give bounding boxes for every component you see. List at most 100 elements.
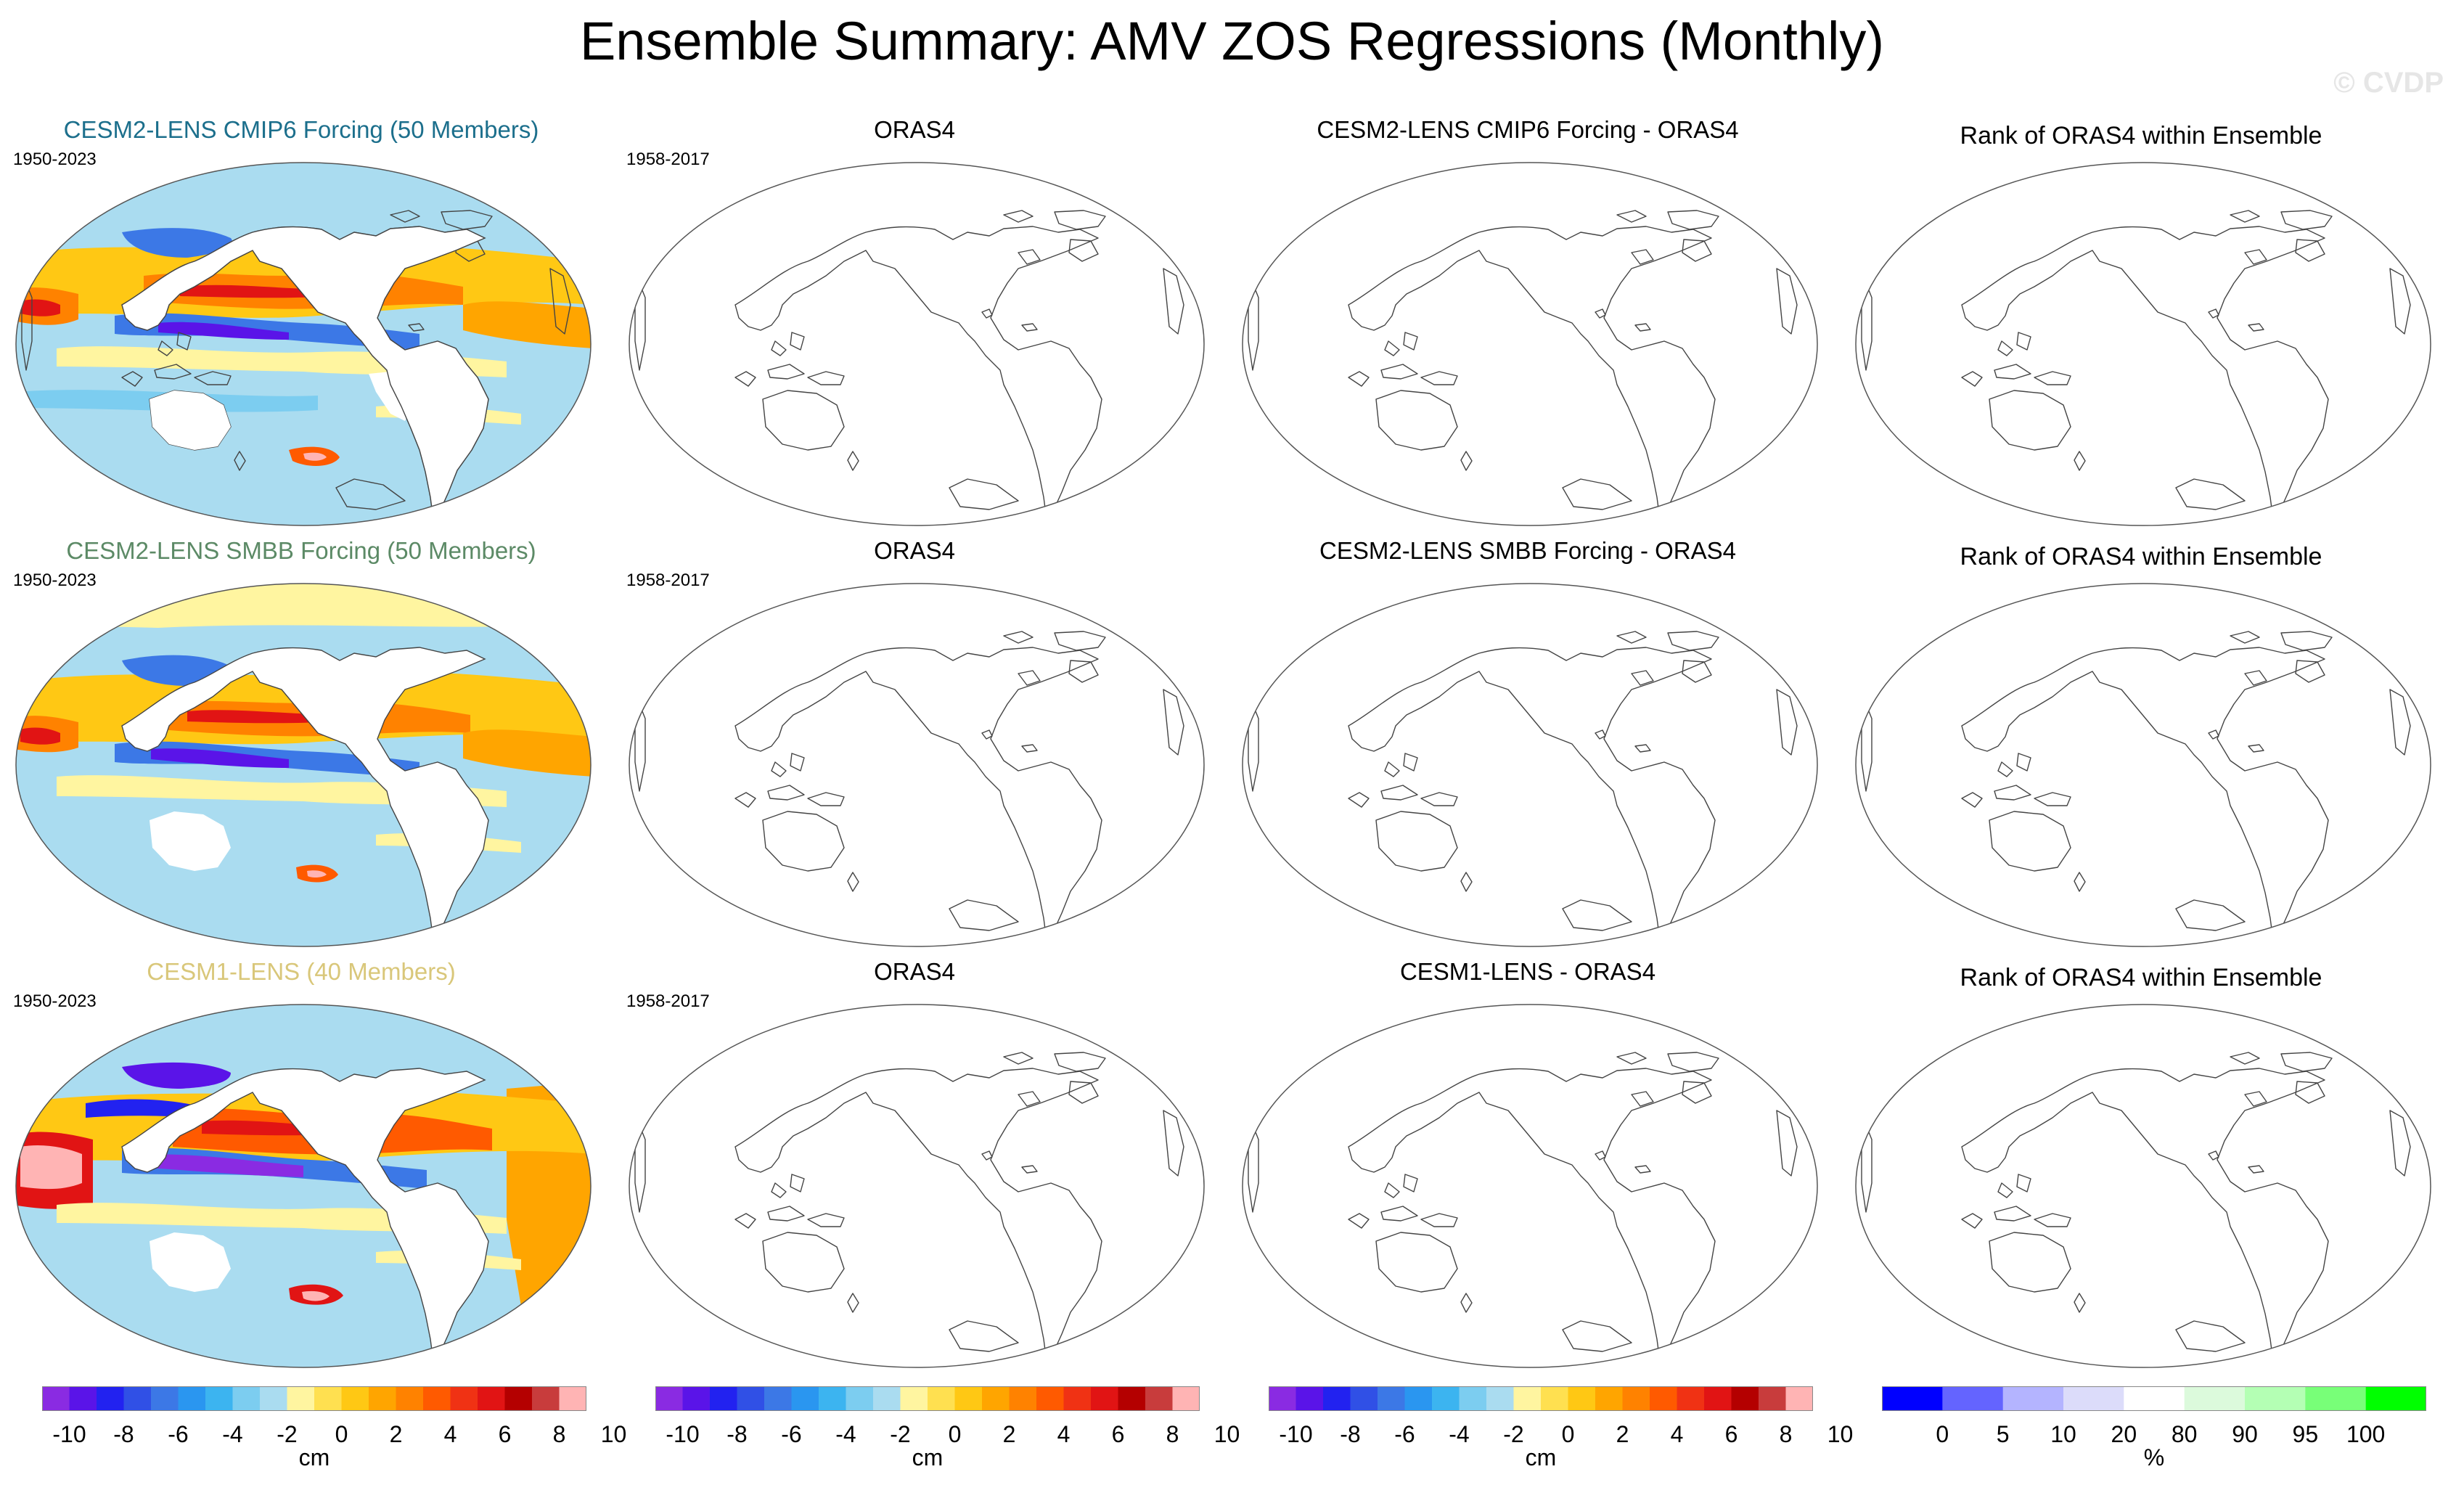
colorbar-swatch [1459,1386,1487,1411]
colorbar-swatch [928,1386,955,1411]
colorbar-swatch [1541,1386,1568,1411]
rank-title: Rank of ORAS4 within Ensemble [1960,964,2322,991]
colorbar-swatch [1942,1386,2004,1411]
colorbar-swatch [1704,1386,1732,1411]
diff-map [1242,162,1818,526]
colorbar-tick-label: 20 [2111,1421,2137,1447]
rank-map [1855,162,2431,526]
diff-title: CESM1-LENS - ORAS4 [1399,958,1656,985]
colorbar-tick-label: 6 [1724,1421,1738,1447]
colorbar-tick-label: 0 [1936,1421,1949,1447]
colorbar-swatch [1568,1386,1596,1411]
colorbar-swatch [151,1386,179,1411]
ensemble-map [15,583,592,947]
colorbar-swatch [97,1386,124,1411]
colorbar-swatch [396,1386,424,1411]
colorbar-swatch [737,1386,765,1411]
colorbar-unit: % [2143,1444,2165,1470]
colorbar-swatch [1759,1386,1786,1411]
colorbar-tick-label: 95 [2292,1421,2319,1447]
colorbar-tick-label: 0 [1561,1421,1575,1447]
colorbar-swatch [2002,1386,2064,1411]
colorbar-tick-label: 4 [1670,1421,1684,1447]
colorbar-tick-label: -4 [835,1421,856,1447]
colorbar-tick-label: -2 [277,1421,298,1447]
colorbar-swatch [1513,1386,1542,1411]
colorbar-tick-label: -2 [1503,1421,1524,1447]
colorbar-ticks: 0 5 10 20 80 90 95 100 [1882,1421,2434,1450]
colorbar-tick-label: 8 [1166,1421,1179,1447]
colorbar-tick-label: -10 [1279,1421,1313,1447]
panel-row3-ensemble: CESM1-LENS (40 Members) 1950-2023 [0,958,602,1375]
panel-row1-obs: ORAS4 1958-2017 [613,116,1216,533]
colorbar-tick-label: 6 [1111,1421,1125,1447]
obs-map [629,1004,1205,1368]
colorbar-unit: cm [1525,1444,1557,1470]
colorbar-swatch [559,1386,586,1411]
obs-title: ORAS4 [874,116,955,143]
colorbar-tick-label: 10 [1213,1421,1240,1447]
colorbar-swatch [369,1386,396,1411]
colorbar-swatch [1378,1386,1405,1411]
colorbar-swatch [1622,1386,1650,1411]
rank-title: Rank of ORAS4 within Ensemble [1960,122,2322,150]
colorbar-swatch [423,1386,451,1411]
panel-row3-rank: Rank of ORAS4 within Ensemble [1840,958,2442,1375]
colorbar-unit: cm [298,1444,330,1470]
ensemble-map [15,162,592,526]
colorbar-tick-label: 5 [1996,1421,2010,1447]
colorbar-tick-label: -6 [781,1421,802,1447]
colorbar-swatch [1296,1386,1324,1411]
colorbar-swatch [1269,1386,1296,1411]
colorbar-swatch [478,1386,505,1411]
panel-row2-rank: Rank of ORAS4 within Ensemble [1840,537,2442,954]
colorbar-ticks: -10 -8 -6 -4 -2 0 2 4 6 8 10 [42,1421,626,1450]
colorbar-swatch [1323,1386,1351,1411]
colorbar-tick-label: 0 [948,1421,962,1447]
diff-title: CESM2-LENS SMBB Forcing - ORAS4 [1319,537,1736,564]
colorbar-tick-label: -8 [1340,1421,1361,1447]
colorbar-swatch [1118,1386,1146,1411]
colorbar-swatch [450,1386,478,1411]
colorbar-swatch [682,1386,711,1411]
colorbar-tick-label: 2 [389,1421,403,1447]
obs-map [629,162,1205,526]
period-label: 1958-2017 [626,570,710,590]
colorbar-swatch [341,1386,369,1411]
colorbar-tick-label: -10 [52,1421,86,1447]
colorbar-tick-label: 10 [600,1421,627,1447]
colorbar-swatch [123,1386,152,1411]
colorbar-swatch [2245,1386,2306,1411]
panel-row2-diff: CESM2-LENS SMBB Forcing - ORAS4 [1227,537,1829,954]
colorbar-tick-label: 10 [1827,1421,1854,1447]
colorbar-zos-1: -10 -8 -6 -4 -2 0 2 4 6 8 10 cm [42,1386,626,1484]
diff-map [1242,583,1818,947]
colorbar-swatch [900,1386,928,1411]
colorbar-tick-label: 80 [2171,1421,2198,1447]
panel-row1-rank: Rank of ORAS4 within Ensemble [1840,116,2442,533]
colorbar-swatch [655,1386,683,1411]
colorbar-swatch [1350,1386,1378,1411]
colorbar-swatch [1486,1386,1514,1411]
colorbar-swatch [2184,1386,2246,1411]
colorbar-swatch [178,1386,206,1411]
colorbar-tick-label: -4 [222,1421,243,1447]
colorbar-swatch [532,1386,560,1411]
colorbar-swatch [1731,1386,1759,1411]
colorbar-swatch [2124,1386,2185,1411]
colorbar-swatch [846,1386,874,1411]
colorbar-swatches [42,1386,586,1411]
colorbar-tick-label: -10 [666,1421,700,1447]
rank-map [1855,583,2431,947]
colorbar-swatch [2365,1386,2426,1411]
colorbar-swatch [1063,1386,1092,1411]
colorbar-border [42,1386,586,1411]
colorbar-swatch [504,1386,533,1411]
colorbar-tick-label: -2 [890,1421,911,1447]
colorbar-border [1882,1386,2426,1411]
colorbar-tick-label: 2 [1002,1421,1016,1447]
panel-row1-ensemble: CESM2-LENS CMIP6 Forcing (50 Members) 19… [0,116,602,533]
colorbar-swatches [1882,1386,2426,1411]
panel-row3-diff: CESM1-LENS - ORAS4 [1227,958,1829,1375]
colorbar-ticks: -10 -8 -6 -4 -2 0 2 4 6 8 10 [655,1421,1240,1450]
